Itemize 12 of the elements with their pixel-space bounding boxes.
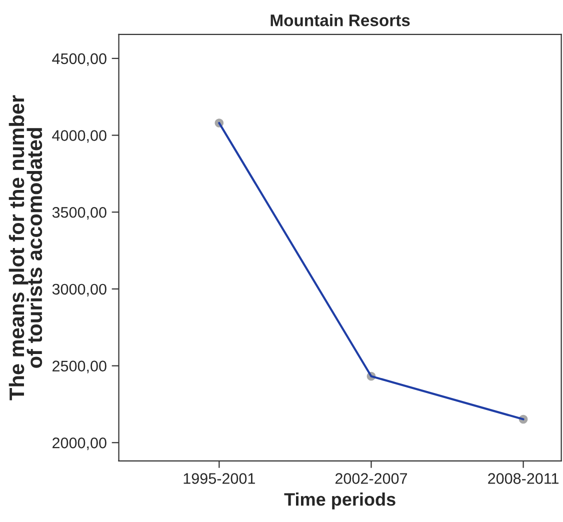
y-tick-label: 4000,00 xyxy=(52,130,106,143)
x-tick-label: 1995-2001 xyxy=(184,473,255,484)
y-tick-label: 4500,00 xyxy=(52,53,106,66)
x-tick-label: 2008-2011 xyxy=(488,473,559,484)
x-axis-title: Time periods xyxy=(284,492,396,510)
y-axis-title: The means plot for the number of tourists accomodated xyxy=(8,95,42,400)
chart-title: Mountain Resorts xyxy=(270,14,410,26)
y-tick-label: 2000,00 xyxy=(52,438,106,450)
y-tick-label: 3000,00 xyxy=(52,284,106,296)
y-tick-label: 2500,00 xyxy=(52,360,106,374)
x-tick-label: 2002-2007 xyxy=(335,473,407,484)
y-tick-label: 3500,00 xyxy=(52,206,106,220)
